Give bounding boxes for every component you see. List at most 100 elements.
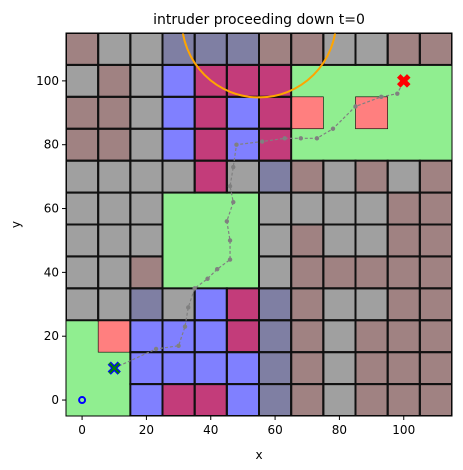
chart-title: intruder proceeding down t=0 (153, 12, 365, 28)
grid-cell (130, 288, 163, 321)
grid-cell (98, 192, 131, 225)
path-point (231, 199, 236, 205)
grid-cell (323, 352, 356, 385)
red-cell (355, 96, 388, 130)
grid-cell (419, 288, 452, 321)
grid-cell (259, 288, 292, 321)
path-point (153, 346, 159, 352)
grid-cell (259, 224, 292, 257)
grid-cell (259, 352, 292, 385)
y-tick-label: 100 (36, 74, 59, 88)
grid-cell (291, 384, 324, 416)
grid-cell (162, 96, 195, 129)
grid-cell (323, 160, 356, 193)
grid-cell (226, 33, 259, 65)
grid-cell (66, 192, 99, 225)
grid-cell (98, 128, 131, 161)
grid-cell (387, 224, 420, 257)
grid-cell (162, 33, 195, 65)
grid-cell (291, 33, 324, 65)
grid-cell (98, 288, 131, 321)
x-tick-label: 40 (203, 423, 218, 437)
grid-cell (355, 384, 388, 416)
grid-cell (226, 384, 259, 416)
grid-cell (194, 128, 227, 161)
grid-cell (98, 96, 131, 129)
grid-cell (130, 160, 163, 193)
y-tick-label: 40 (44, 265, 59, 279)
grid-cell (66, 224, 99, 257)
red-cell (290, 96, 324, 130)
intruder-circle (181, 33, 337, 99)
y-axis-label: y (9, 221, 23, 228)
grid-cell (323, 320, 356, 353)
grid-cell (162, 160, 195, 193)
y-tick-label: 60 (44, 202, 59, 216)
red-cells (97, 96, 388, 353)
x-tick-label: 100 (392, 423, 415, 437)
y-tick-label: 0 (51, 393, 59, 407)
grid-cell (259, 320, 292, 353)
path-point (214, 266, 220, 272)
cell-border (418, 383, 452, 416)
grid-cell (355, 352, 388, 385)
grid-cell (98, 224, 131, 257)
grid-cell (98, 256, 131, 289)
grid-cell (130, 256, 163, 289)
grid-cell (130, 192, 163, 225)
grid-cell (355, 288, 388, 321)
grid-cell (387, 320, 420, 353)
path-point (314, 136, 320, 141)
grid-cell (387, 256, 420, 289)
grid-cell (323, 33, 356, 65)
grid-cell (130, 384, 163, 416)
grid-cell (259, 160, 292, 193)
agent-outline-marker (108, 362, 120, 374)
grid-cell (98, 33, 131, 65)
grid-cell (130, 64, 163, 97)
grid-cell (226, 128, 259, 161)
grid-cell (162, 384, 195, 416)
start-marker (78, 396, 87, 405)
grid-cell (194, 384, 227, 416)
path-point (260, 139, 265, 144)
grid-cell (66, 128, 99, 161)
grid-cell (419, 192, 452, 225)
grid-cell (259, 96, 292, 129)
grid-cell (194, 320, 227, 353)
grid-cell (355, 33, 388, 65)
grid-cell (259, 128, 292, 161)
x-tick-label: 20 (139, 423, 154, 437)
grid-cell (323, 288, 356, 321)
grid-cell (355, 256, 388, 289)
intruder-arc (181, 33, 337, 99)
grid-cell (323, 192, 356, 225)
grid-cell (130, 96, 163, 129)
grid-cell (130, 128, 163, 161)
path-point (182, 324, 188, 329)
x-tick-label: 60 (267, 423, 282, 437)
grid-cell (419, 160, 452, 193)
y-ticks: 0 20 40 60 80 100 (36, 74, 66, 407)
grid-cell (259, 384, 292, 416)
grid-cell (355, 320, 388, 353)
path-point (205, 276, 210, 281)
grid-cell (355, 160, 388, 193)
path-point (282, 136, 287, 141)
grid-cell (291, 224, 324, 257)
path-point (330, 126, 336, 131)
x-tick-label: 0 (78, 423, 86, 437)
grid-cell (387, 384, 420, 416)
grid-cell (323, 384, 356, 416)
grid-cell (194, 288, 227, 321)
grid-cell (355, 224, 388, 257)
grid-cell (387, 352, 420, 385)
grid-cell (226, 64, 259, 97)
grid-cell (162, 64, 195, 97)
path-point (224, 219, 230, 224)
path-point (231, 164, 236, 170)
grid-cell (66, 33, 99, 65)
grid-cell (419, 224, 452, 257)
path-point (353, 104, 358, 109)
grid-cell (387, 160, 420, 193)
